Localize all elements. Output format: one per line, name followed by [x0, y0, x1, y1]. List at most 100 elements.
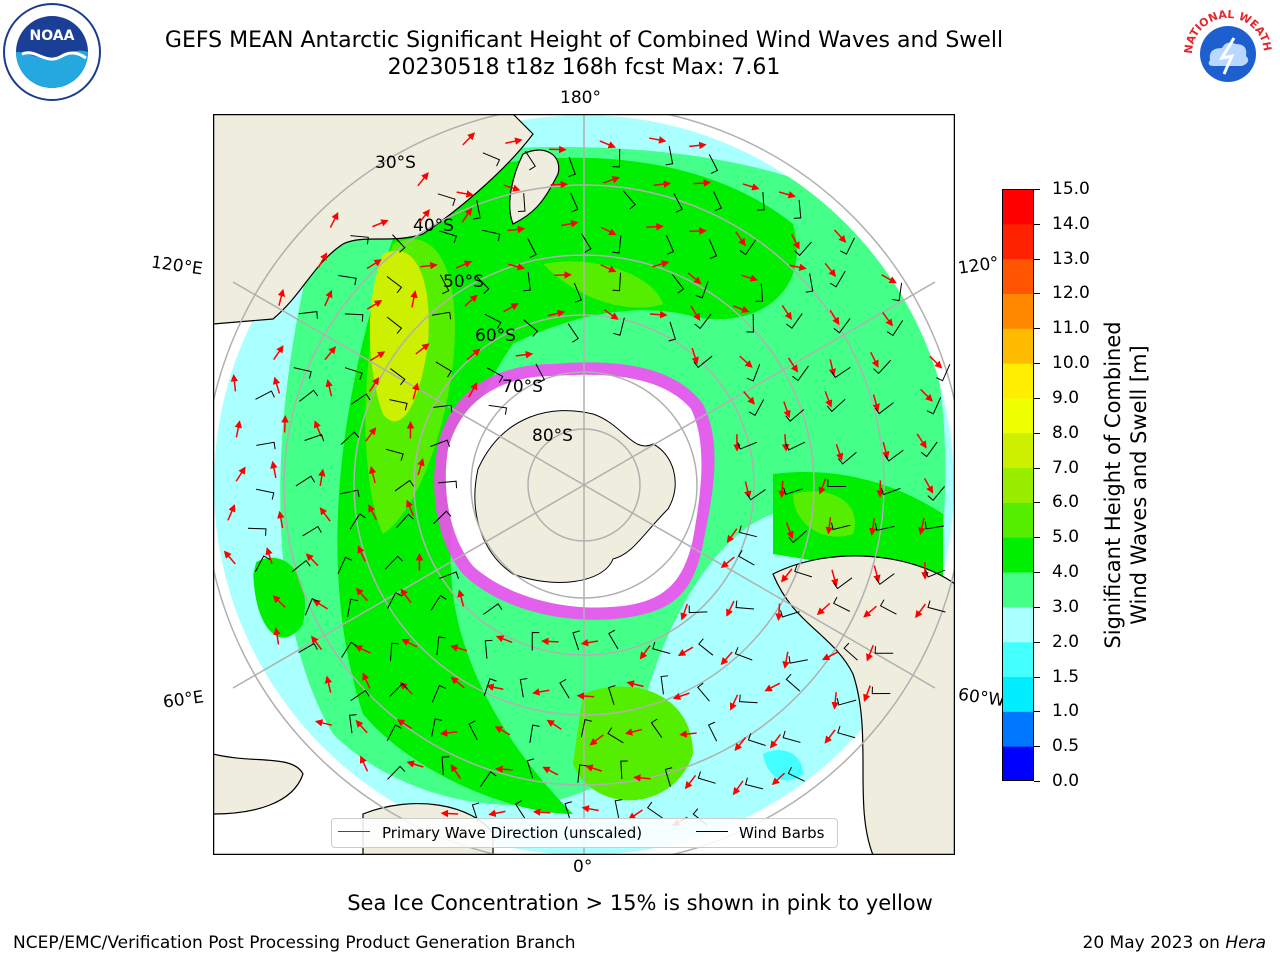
wind-barb — [344, 313, 364, 322]
wave-direction-arrow — [318, 468, 326, 487]
wave-direction-arrow — [440, 809, 459, 818]
colorbar-tick-mark — [1034, 189, 1040, 190]
wave-direction-arrow — [672, 692, 690, 700]
wind-barb — [697, 771, 716, 784]
colorbar-segment — [1002, 676, 1034, 712]
wind-barb-swatch — [696, 831, 728, 832]
wind-barb — [431, 311, 452, 320]
wind-barb — [256, 488, 275, 500]
wind-barb — [805, 273, 814, 293]
colorbar-tick-mark — [1034, 641, 1040, 643]
wind-barb — [439, 274, 450, 295]
wind-barb — [580, 719, 592, 738]
wind-barb — [792, 365, 809, 382]
colorbar-tick-mark — [1034, 781, 1040, 782]
wave-direction-arrow — [633, 774, 651, 782]
colorbar-tick-mark — [1034, 258, 1040, 260]
wave-direction-arrow — [743, 391, 756, 405]
wind-barb — [302, 525, 322, 537]
wind-barb — [392, 234, 406, 253]
wind-barb — [936, 364, 951, 382]
wind-barb — [338, 275, 357, 286]
wave-direction-arrow — [732, 780, 744, 796]
wind-barb — [874, 402, 894, 415]
colorbar-segment — [1002, 258, 1034, 294]
wind-barb — [794, 564, 813, 578]
wave-direction-arrow — [312, 599, 328, 610]
wave-direction-arrow — [626, 680, 644, 688]
wind-barb — [688, 605, 708, 614]
wind-barb — [344, 367, 363, 380]
wind-barb — [829, 271, 846, 288]
wave-direction-arrow — [653, 180, 672, 188]
wind-barb — [780, 610, 800, 618]
colorbar-tick-label: 1.5 — [1052, 666, 1080, 687]
map-legend: Primary Wave Direction (unscaled) Wind B… — [331, 818, 838, 848]
colorbar-tick-label: 14.0 — [1052, 213, 1090, 234]
wind-barb — [924, 521, 945, 530]
wind-barb — [484, 639, 493, 659]
wind-barb — [350, 689, 370, 702]
svg-text:50°S: 50°S — [443, 272, 484, 292]
wave-direction-arrow — [412, 382, 420, 400]
colorbar — [1002, 189, 1034, 781]
wind-barb — [441, 756, 450, 776]
wave-direction-arrow — [720, 556, 735, 569]
wave-direction-arrow — [368, 465, 377, 484]
wind-barb — [746, 489, 766, 501]
wind-barb — [926, 397, 942, 415]
wind-barb — [880, 487, 901, 496]
wave-direction-arrow — [272, 595, 286, 608]
colorbar-segment — [1002, 467, 1034, 503]
wave-direction-arrow — [456, 190, 474, 198]
wind-barb — [298, 642, 318, 653]
wave-direction-arrow — [273, 345, 284, 361]
wind-barb — [708, 154, 719, 174]
wind-barb — [471, 802, 480, 823]
wave-direction-arrow — [488, 809, 506, 817]
wind-barb — [347, 598, 358, 617]
wind-barb — [531, 631, 540, 651]
wind-barb — [668, 321, 676, 342]
wave-direction-arrow — [277, 510, 285, 529]
wind-barb — [568, 157, 576, 177]
wave-direction-arrow — [281, 414, 289, 433]
colorbar-tick-label: 11.0 — [1052, 318, 1090, 339]
wave-direction-arrow — [646, 222, 664, 231]
wind-barb — [833, 317, 851, 334]
colorbar-tick-label: 8.0 — [1052, 422, 1080, 443]
wave-direction-arrow — [277, 288, 286, 306]
wave-direction-arrow — [866, 644, 874, 662]
wind-barb — [831, 522, 851, 531]
wave-direction-arrow — [870, 351, 879, 368]
wave-direction-arrow — [561, 220, 579, 228]
colorbar-tick-label: 2.0 — [1052, 631, 1080, 652]
wave-direction-arrow — [929, 355, 943, 369]
wave-direction-arrow — [532, 808, 551, 816]
wind-barb — [484, 313, 502, 329]
wind-barb — [607, 685, 616, 705]
wind-barb — [694, 313, 712, 330]
svg-text:40°S: 40°S — [413, 216, 454, 236]
wave-direction-arrow — [580, 638, 599, 647]
wind-barb — [386, 592, 403, 609]
wave-direction-arrow — [624, 728, 643, 736]
wave-direction-arrow — [689, 227, 707, 235]
map-frame — [213, 114, 955, 855]
wave-direction-arrow — [461, 207, 473, 223]
wave-direction-arrow — [546, 719, 562, 730]
colorbar-segment — [1002, 397, 1034, 434]
wave-direction-arrow — [541, 637, 559, 646]
wave-direction-arrow — [468, 382, 478, 398]
wind-barb — [473, 200, 481, 220]
colorbar-tick-mark — [1034, 676, 1040, 678]
sea-ice-note: Sea Ice Concentration > 15% is shown in … — [347, 891, 933, 915]
wind-barb — [304, 433, 325, 442]
wind-barb — [788, 530, 807, 544]
wave-direction-arrow — [457, 589, 465, 607]
wind-barb — [927, 600, 946, 613]
wave-direction-arrow — [324, 289, 333, 307]
wave-direction-arrow — [314, 719, 333, 727]
wave-direction-arrow — [462, 132, 476, 146]
wind-barb — [437, 193, 456, 206]
